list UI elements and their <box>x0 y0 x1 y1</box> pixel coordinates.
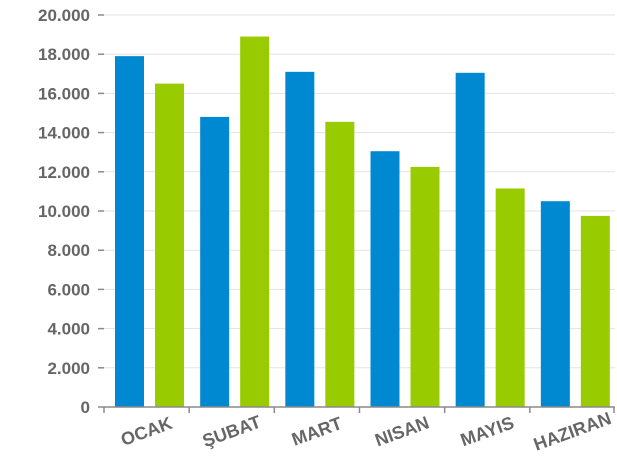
bar-nisan-series-2 <box>410 166 440 407</box>
y-tick-label: 20.000 <box>38 6 90 25</box>
y-tick-label: 18.000 <box>38 45 90 64</box>
y-tick-label: 6.000 <box>47 280 90 299</box>
y-tick-label: 0 <box>81 398 90 417</box>
y-tick-label: 14.000 <box>38 124 90 143</box>
bars <box>115 36 610 408</box>
x-tick-label: HAZIRAN <box>531 408 614 454</box>
x-tick-label: ŞUBAT <box>200 412 264 452</box>
x-axis-tick-labels: OCAK ŞUBAT MART NISAN MAYIS HAZIRAN <box>118 408 614 454</box>
y-tick-label: 8.000 <box>47 241 90 260</box>
bar-şubat-series-2 <box>240 36 270 408</box>
y-tick-label: 16.000 <box>38 84 90 103</box>
bar-mart-series-1 <box>285 71 315 407</box>
y-tick-label: 10.000 <box>38 202 90 221</box>
axes <box>98 14 615 413</box>
bar-ocak-series-1 <box>115 56 144 407</box>
bar-mayis-series-2 <box>495 188 525 407</box>
y-tick-label: 4.000 <box>47 320 90 339</box>
bar-şubat-series-1 <box>200 116 230 408</box>
bar-ocak-series-2 <box>155 83 184 407</box>
x-tick-label: MAYIS <box>458 412 517 450</box>
y-axis-tick-labels: 0 2.000 4.000 6.000 8.000 10.000 12.000 14.000 1… <box>38 6 90 417</box>
y-tick-label: 12.000 <box>38 163 90 182</box>
x-tick-label: OCAK <box>118 413 175 450</box>
y-tick-label: 2.000 <box>47 359 90 378</box>
x-tick-label: NISAN <box>372 412 431 450</box>
bar-nisan-series-1 <box>370 151 400 407</box>
bar-haziran-series-2 <box>580 215 610 407</box>
x-tick-label: MART <box>289 413 345 450</box>
bar-haziran-series-1 <box>540 201 570 407</box>
bar-mayis-series-1 <box>455 72 485 407</box>
bar-mart-series-2 <box>325 121 355 407</box>
grid-lines <box>104 14 615 369</box>
